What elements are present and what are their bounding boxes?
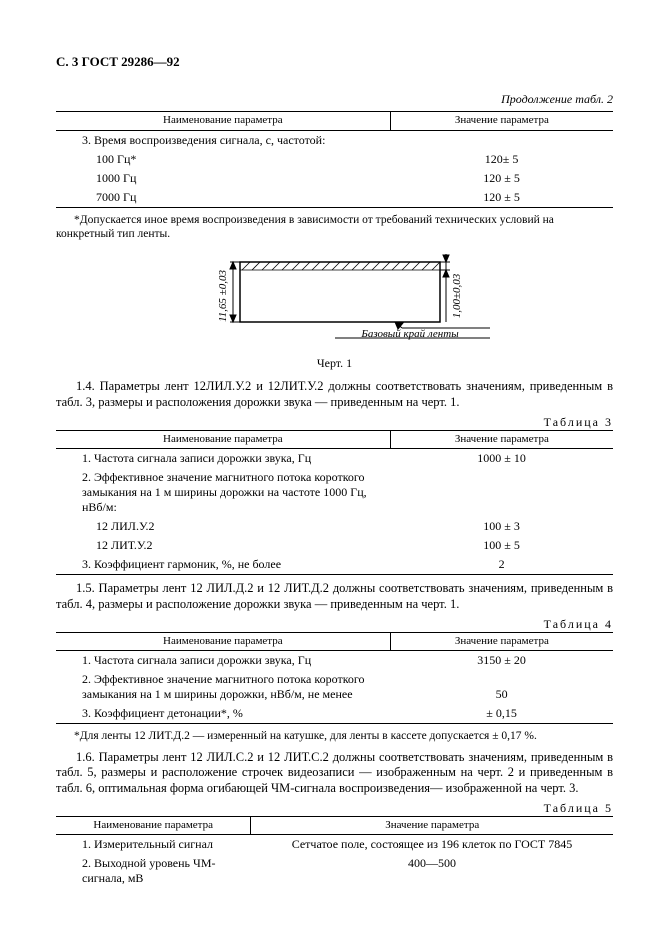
t3-r1n: 1. Частота сигнала записи дорожки звука,… — [56, 449, 390, 469]
t3-r2av: 100 ± 3 — [390, 517, 613, 536]
footnote-2: *Допускается иное время воспроизведения … — [56, 213, 613, 242]
paragraph-1-4: 1.4. Параметры лент 12ЛИЛ.У.2 и 12ЛИТ.У.… — [56, 379, 613, 410]
t3-r2bv: 100 ± 5 — [390, 536, 613, 555]
paragraph-1-5: 1.5. Параметры лент 12 ЛИЛ.Д.2 и 12 ЛИТ.… — [56, 581, 613, 612]
th-value: Значение параметра — [390, 430, 613, 449]
t4-r1n: 1. Частота сигнала записи дорожки звука,… — [56, 651, 390, 671]
t3-r3n: 3. Коэффициент гармоник, %, не более — [56, 555, 390, 575]
table-label-5: Таблица 5 — [56, 801, 613, 816]
table-label-4: Таблица 4 — [56, 617, 613, 632]
footnote-4: *Для ленты 12 ЛИТ.Д.2 — измеренный на ка… — [56, 729, 613, 743]
t2-r2n: 1000 Гц — [56, 169, 390, 188]
t2-r3n: 7000 Гц — [56, 188, 390, 208]
table-2: Наименование параметра Значение параметр… — [56, 111, 613, 208]
t3-r3v: 2 — [390, 555, 613, 575]
t4-r2n: 2. Эффективное значение магнитного поток… — [56, 670, 390, 704]
base-edge-label: Базовый край ленты — [360, 328, 459, 340]
th-name: Наименование параметра — [56, 112, 390, 131]
t4-r2v: 50 — [390, 670, 613, 704]
table-label-3: Таблица 3 — [56, 415, 613, 430]
t4-r3v: ± 0,15 — [390, 704, 613, 724]
dim-right: 1,00±0,03 — [451, 273, 463, 318]
t2-r2v: 120 ± 5 — [390, 169, 613, 188]
t5-r2v: 400—500 — [251, 854, 613, 888]
paragraph-1-6: 1.6. Параметры лент 12 ЛИЛ.С.2 и 12 ЛИТ.… — [56, 750, 613, 797]
t3-r2an: 12 ЛИЛ.У.2 — [56, 517, 390, 536]
t2-r3v: 120 ± 5 — [390, 188, 613, 208]
th-value: Значение параметра — [390, 112, 613, 131]
figure-1: 11,65 ±0,03 1,00±0,03 Базовый край ленты — [56, 252, 613, 355]
document-page: С. 3 ГОСТ 29286—92 Продолжение табл. 2 Н… — [0, 0, 661, 936]
page-header: С. 3 ГОСТ 29286—92 — [56, 54, 613, 70]
dim-left: 11,65 ±0,03 — [217, 269, 229, 321]
figure-1-caption: Черт. 1 — [56, 356, 613, 371]
t5-r1v: Сетчатое поле, состоящее из 196 клеток п… — [251, 835, 613, 855]
t2-r1n: 100 Гц* — [56, 150, 390, 169]
table-4: Наименование параметра Значение параметр… — [56, 632, 613, 725]
t3-r2n: 2. Эффективное значение магнитного поток… — [56, 468, 390, 517]
th-name: Наименование параметра — [56, 816, 251, 835]
table-5: Наименование параметра Значение параметр… — [56, 816, 613, 889]
t4-r1v: 3150 ± 20 — [390, 651, 613, 671]
t3-r2bn: 12 ЛИТ.У.2 — [56, 536, 390, 555]
t5-r1n: 1. Измерительный сигнал — [56, 835, 251, 855]
th-name: Наименование параметра — [56, 430, 390, 449]
t3-r1v: 1000 ± 10 — [390, 449, 613, 469]
continuation-label-2: Продолжение табл. 2 — [56, 92, 613, 107]
t2-r1v: 120± 5 — [390, 150, 613, 169]
table-3: Наименование параметра Значение параметр… — [56, 430, 613, 576]
t2-row3-title: 3. Время воспроизведения сигнала, с, час… — [56, 131, 390, 151]
th-value: Значение параметра — [251, 816, 613, 835]
th-name: Наименование параметра — [56, 632, 390, 651]
t4-r3n: 3. Коэффициент детонации*, % — [56, 704, 390, 724]
th-value: Значение параметра — [390, 632, 613, 651]
t5-r2n: 2. Выходной уровень ЧМ-сигнала, мВ — [56, 854, 251, 888]
